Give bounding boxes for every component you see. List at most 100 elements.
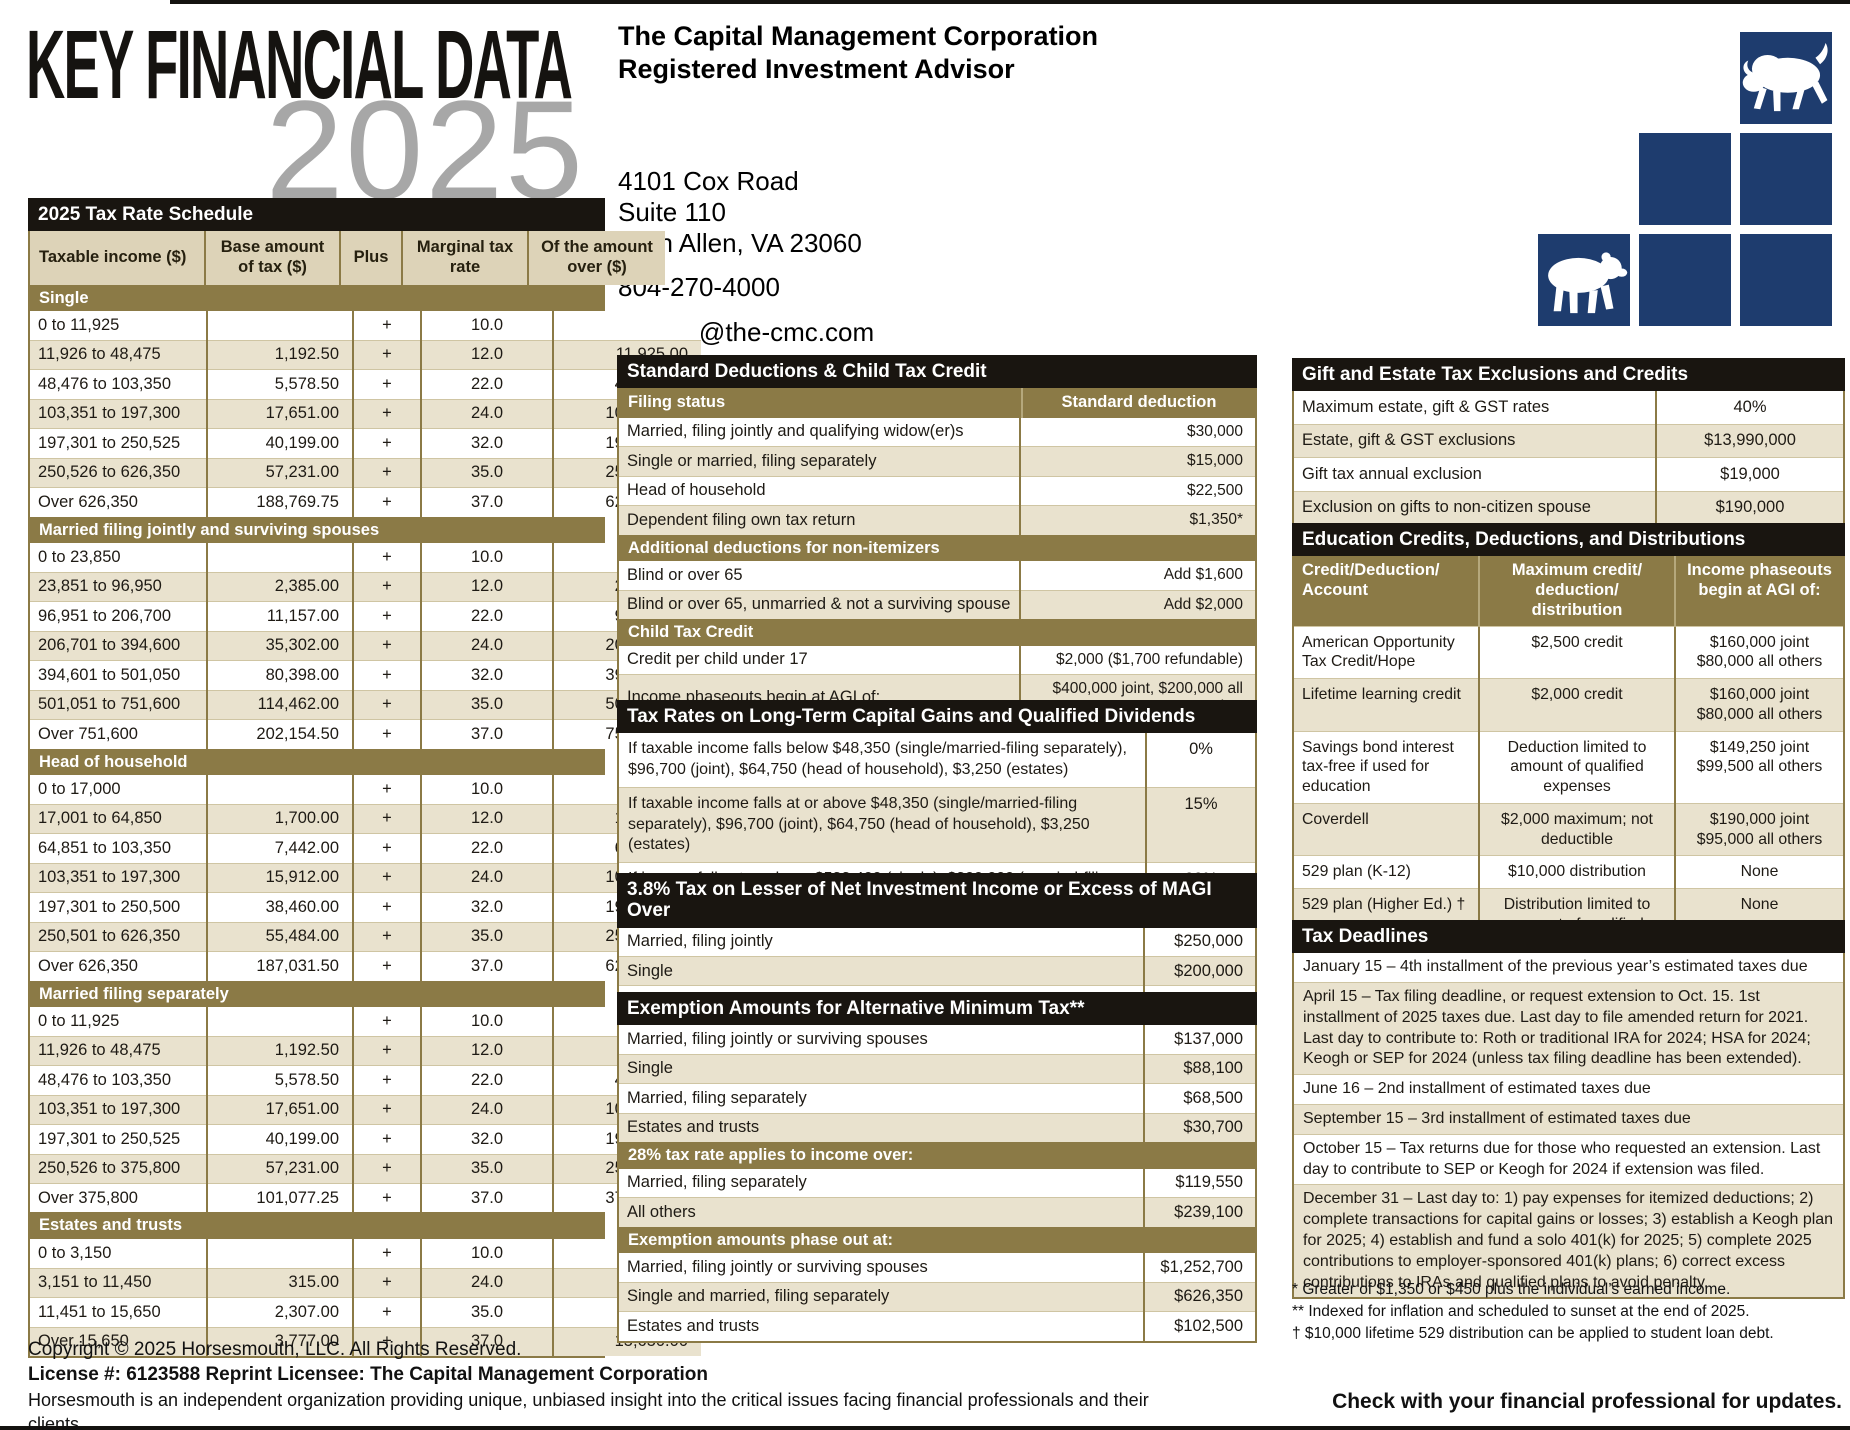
logo-square (1639, 234, 1731, 326)
marginal-rate-cell: 24.0 (420, 398, 553, 429)
table-row: Blind or over 65, unmarried & not a surv… (619, 589, 1255, 620)
table-row: Credit per child under 17 $2,000 ($1,700… (619, 645, 1255, 675)
tax-bracket-row: 197,301 to 250,525 40,199.00 + 32.0 197,… (30, 1124, 701, 1155)
plus-cell: + (352, 660, 421, 691)
section-title-gift-estate: Gift and Estate Tax Exclusions and Credi… (1292, 358, 1845, 392)
tax-bracket-row: 206,701 to 394,600 35,302.00 + 24.0 206,… (30, 630, 701, 661)
table-row: If taxable income falls below $48,350 (s… (619, 733, 1255, 788)
row-label: Head of household (619, 475, 1020, 506)
col-header-plus: Plus (339, 231, 402, 285)
section-title-education: Education Credits, Deductions, and Distr… (1292, 523, 1845, 557)
row-value: $1,350* (1019, 505, 1255, 535)
base-amount-cell: 55,484.00 (206, 921, 353, 952)
table-row: Estates and trusts $30,700 (619, 1112, 1255, 1143)
address-line: Suite 110 (618, 197, 726, 228)
base-amount-cell: 7,442.00 (206, 833, 353, 864)
company-email[interactable]: sdavila@the-cmc.com (618, 317, 875, 348)
bear-icon (1538, 234, 1630, 326)
plus-cell: + (352, 1326, 421, 1356)
row-value: 15% (1145, 786, 1255, 863)
base-amount-cell: 188,769.75 (206, 487, 353, 517)
taxable-income-cell: 0 to 3,150 (38, 1243, 112, 1262)
education-phaseout-cell: $160,000 joint $80,000 all others (1674, 625, 1843, 679)
marginal-rate-cell: 12.0 (420, 339, 553, 370)
address-line: 4101 Cox Road (618, 165, 799, 196)
section-title-tax-rate-schedule: 2025 Tax Rate Schedule (28, 198, 605, 232)
base-amount-cell: 5,578.50 (206, 369, 353, 400)
section-title-niit: 3.8% Tax on Lesser of Net Investment Inc… (617, 873, 1257, 928)
taxable-income-cell: 206,701 to 394,600 (30, 630, 207, 661)
section-title-amt: Exemption Amounts for Alternative Minimu… (617, 992, 1257, 1026)
top-edge-line (170, 0, 1850, 4)
tax-bracket-row: 48,476 to 103,350 5,578.50 + 22.0 48,475… (30, 1065, 701, 1096)
row-label: Single (619, 955, 1144, 986)
education-account-cell: Savings bond interest tax-free if used f… (1294, 730, 1479, 804)
row-label: Credit per child under 17 (627, 650, 808, 669)
tax-bracket-row: 48,476 to 103,350 5,578.50 + 22.0 48,475… (30, 369, 701, 400)
education-max-credit-cell: $2,500 credit (1478, 625, 1675, 679)
section-title-tax-deadlines: Tax Deadlines (1292, 920, 1845, 954)
base-amount-cell: 80,398.00 (206, 660, 353, 691)
gift-estate-table: Maximum estate, gift & GST rates 40% Est… (1294, 391, 1843, 525)
tax-bracket-row: 250,526 to 375,800 57,231.00 + 35.0 250,… (30, 1153, 701, 1184)
marginal-rate-cell: 10.0 (420, 1007, 553, 1037)
row-label: Married, filing jointly or surviving spo… (627, 1029, 928, 1048)
tax-bracket-row: 103,351 to 197,300 17,651.00 + 24.0 103,… (30, 398, 701, 429)
marginal-rate-cell: 37.0 (420, 1183, 553, 1213)
education-max-credit-cell: Deduction limited to amount of qualified… (1478, 730, 1675, 804)
table-row: Married, filing jointly $250,000 (619, 927, 1255, 957)
row-value: $30,700 (1143, 1112, 1255, 1143)
education-account-cell: American Opportunity Tax Credit/Hope (1294, 625, 1479, 679)
subsection-label: Exemption amounts phase out at: (619, 1226, 1255, 1254)
marginal-rate-cell: 10.0 (420, 311, 553, 341)
col-header-base-amount: Base amount of tax ($) (204, 231, 340, 285)
table-row: Married, filing jointly or surviving spo… (619, 1253, 1255, 1283)
taxable-income-cell: 48,476 to 103,350 (30, 1065, 207, 1096)
row-label: All others (619, 1197, 1144, 1227)
logo-square (1740, 234, 1832, 326)
plus-cell: + (352, 1124, 421, 1155)
page-title: KEY FINANCIAL DATA (26, 10, 573, 119)
plus-cell: + (352, 1267, 421, 1298)
marginal-rate-cell: 10.0 (420, 775, 553, 805)
plus-cell: + (352, 428, 421, 459)
tax-bracket-row: Over 751,600 202,154.50 + 37.0 751,600.0… (30, 719, 701, 749)
base-amount-cell (206, 543, 353, 573)
tax-bracket-row: 394,601 to 501,050 80,398.00 + 32.0 394,… (30, 660, 701, 691)
section-title-capital-gains: Tax Rates on Long-Term Capital Gains and… (617, 700, 1257, 734)
row-label: If taxable income falls below $48,350 (s… (628, 740, 1127, 779)
filing-status-group-label: Married filing jointly and surviving spo… (30, 516, 603, 544)
plus-cell: + (352, 1007, 421, 1037)
base-amount-cell: 101,077.25 (206, 1183, 353, 1213)
marginal-rate-cell: 24.0 (420, 1094, 553, 1125)
education-max-credit-cell: $2,000 credit (1478, 678, 1675, 732)
education-header-row: Credit/Deduction/ Account Maximum credit… (1294, 556, 1843, 627)
marginal-rate-cell: 10.0 (420, 543, 553, 573)
tax-bracket-row: 0 to 3,150 + 10.0 (30, 1239, 701, 1269)
table-row: 529 plan (K-12) $10,000 distribution Non… (1294, 855, 1843, 889)
plus-cell: + (352, 892, 421, 923)
education-max-credit-cell: $10,000 distribution (1478, 855, 1675, 889)
taxable-income-cell: Over 626,350 (30, 951, 207, 981)
row-value: $119,550 (1143, 1168, 1255, 1198)
row-label: Exclusion on gifts to non-citizen spouse (1294, 490, 1656, 525)
plus-cell: + (352, 1239, 421, 1269)
table-row: If taxable income falls at or above $48,… (619, 786, 1255, 863)
footnotes: * Greater of $1,350 or $450 plus the ind… (1292, 1279, 1845, 1345)
base-amount-cell: 187,031.50 (206, 951, 353, 981)
disclaimer-line-1: Horsesmouth is an independent organizati… (28, 1389, 1149, 1430)
taxable-income-cell: 17,001 to 64,850 (30, 803, 207, 834)
row-value: $30,000 (1019, 417, 1255, 447)
tax-bracket-row: Over 626,350 188,769.75 + 37.0 626,350.0… (30, 487, 701, 517)
marginal-rate-cell: 22.0 (420, 601, 553, 632)
filing-status-group-label: Head of household (30, 748, 603, 776)
plus-cell: + (352, 571, 421, 602)
amt-table: Married, filing jointly or surviving spo… (619, 1025, 1255, 1143)
company-phone: 804-270-4000 (618, 272, 780, 303)
table-row: Married, filing jointly or surviving spo… (619, 1025, 1255, 1055)
base-amount-cell (206, 311, 353, 341)
marginal-rate-cell: 22.0 (420, 833, 553, 864)
table-row: Married, filing separately $68,500 (619, 1083, 1255, 1114)
row-label: Married, filing separately (627, 1173, 807, 1192)
company-block: The Capital Management Corporation Regis… (618, 20, 1178, 381)
